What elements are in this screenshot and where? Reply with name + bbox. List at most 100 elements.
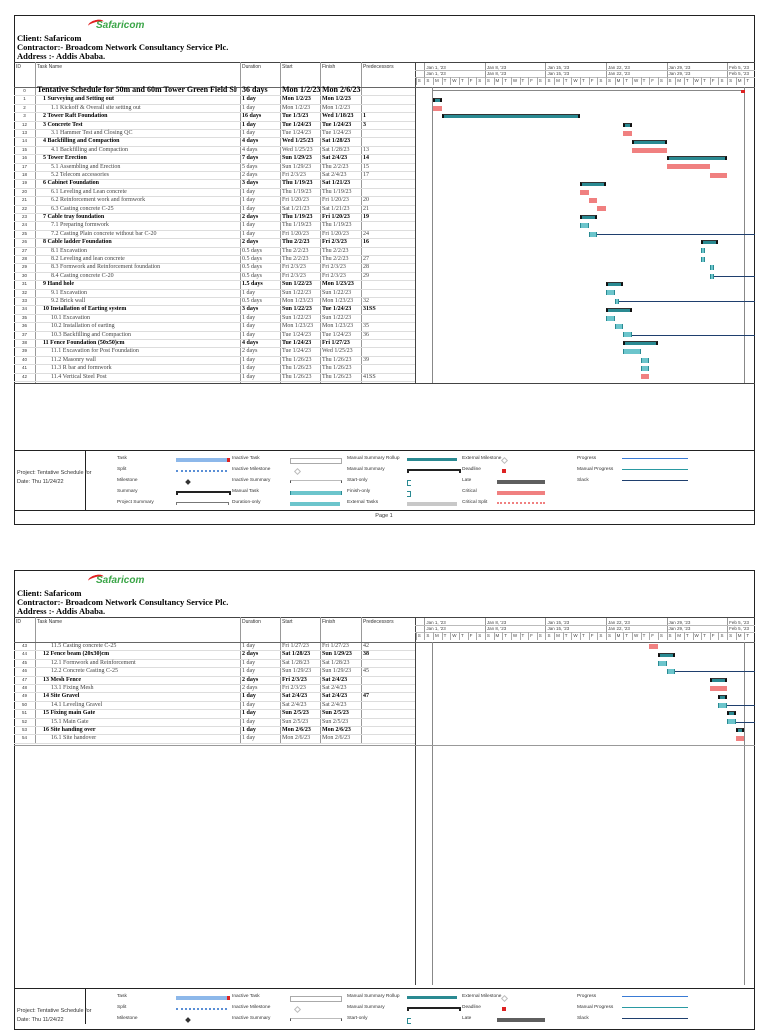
legend-label: Task: [117, 456, 127, 461]
timescale-week-lower: Feb 5, '23: [729, 71, 749, 76]
day-divider: [441, 77, 443, 85]
row-divider: [14, 364, 415, 366]
legend-label: Duration-only: [232, 500, 261, 505]
task-duration: 1 day: [242, 718, 256, 725]
task-finish: Mon 1/23/23: [322, 298, 354, 304]
timescale-day: F: [590, 633, 594, 638]
legend-label: Project Summary: [117, 500, 154, 505]
task-bar: [606, 290, 615, 296]
day-divider: [554, 632, 556, 640]
row-divider: [14, 355, 415, 357]
timescale-day: W: [633, 78, 639, 83]
task-name: 14 Site Gravel: [43, 693, 80, 700]
critical-task-bar: [735, 736, 745, 742]
row-divider: [14, 692, 415, 694]
timescale-day: T: [521, 78, 525, 83]
row-divider: [14, 229, 415, 231]
legend-progress-icon: [622, 996, 688, 997]
timescale-week-lower: Jan 22, '23: [608, 71, 630, 76]
task-bar: [718, 702, 728, 708]
row-divider: [14, 120, 415, 122]
day-divider: [657, 632, 659, 640]
task-bar: [709, 273, 715, 279]
day-divider: [424, 632, 426, 640]
task-name: 3 Concrete Test: [43, 121, 83, 128]
timescale-week: Jan 22, '23: [608, 65, 630, 70]
task-finish: Fri 1/20/23: [322, 197, 349, 204]
week-divider: [484, 618, 486, 634]
timescale-divider: [415, 632, 755, 633]
week-divider: [424, 618, 426, 634]
timescale-day: S: [599, 78, 603, 83]
legend-label: Start-only: [347, 1016, 368, 1021]
legend-label: Task: [117, 994, 127, 999]
row-divider: [14, 288, 415, 290]
timescale-day: S: [668, 78, 672, 83]
timescale-week-lower: Jan 1, '23: [426, 626, 446, 631]
task-id: 33: [21, 298, 27, 303]
summary-bar: [580, 181, 606, 186]
timescale-day: F: [469, 633, 473, 638]
safaricom-logo: Safaricom: [96, 575, 145, 586]
task-finish: Thu 1/26/23: [322, 365, 352, 372]
timescale-day: M: [616, 78, 621, 83]
table-end-line: [14, 744, 415, 746]
task-start: Thu 2/2/23: [282, 256, 309, 262]
task-bar: [606, 315, 615, 321]
row-divider: [14, 179, 415, 181]
task-id: 15: [21, 146, 27, 152]
legend-label: Summary: [117, 489, 138, 494]
task-predecessors: 42: [363, 643, 369, 649]
legend-split-icon: [176, 1008, 227, 1010]
timescale-day: F: [651, 78, 654, 83]
row-divider: [14, 726, 415, 727]
task-predecessors: 38: [363, 651, 369, 658]
critical-task-bar: [709, 172, 728, 178]
column-header-name: Task Name: [37, 619, 63, 625]
task-bar: [580, 223, 589, 229]
task-predecessors: 41SS: [363, 373, 376, 380]
legend-critsplit-icon: [497, 502, 545, 504]
day-divider: [623, 77, 625, 85]
day-divider: [510, 632, 512, 640]
timescale-day: T: [703, 633, 706, 638]
legend-slack-icon: [622, 480, 688, 481]
task-start: Sun 2/5/23: [282, 710, 309, 717]
task-start: Fri 2/3/23: [282, 264, 306, 271]
timescale-week: Jan 8, '23: [486, 620, 507, 625]
task-predecessors: 28: [363, 264, 369, 271]
summary-bar: [727, 711, 736, 716]
day-divider: [502, 632, 504, 640]
task-predecessors: 19: [363, 214, 369, 220]
timescale-week: Feb 5, '23: [729, 65, 749, 70]
task-start: Wed 1/25/23: [282, 138, 314, 145]
task-bar: [701, 248, 706, 254]
task-name: 5 Tower Erection: [43, 155, 87, 162]
task-finish: Sat 2/4/23: [322, 701, 347, 708]
timescale-week: Jan 1, '23: [426, 65, 446, 70]
task-name: 4 Backfilling and Compaction: [43, 138, 120, 145]
timescale-day: S: [417, 633, 421, 638]
task-name: 9.1 Excavation: [51, 289, 87, 296]
task-bar: [623, 332, 632, 338]
task-duration: 4 days: [242, 340, 259, 346]
timescale-day: T: [582, 633, 585, 638]
timescale-day: S: [547, 633, 551, 638]
legend-label: Slack: [577, 1016, 589, 1021]
task-start: Sun 1/29/23: [282, 163, 312, 170]
timescale-day: S: [538, 633, 542, 638]
timescale-day: M: [556, 78, 560, 83]
task-duration: 1 day: [242, 659, 256, 666]
slack-line: [727, 705, 755, 706]
task-duration: 1 day: [242, 373, 256, 380]
task-start: Sun 2/5/23: [282, 718, 309, 725]
task-start: Sun 1/29/23: [282, 668, 312, 675]
summary-bar: [666, 156, 728, 161]
task-duration: 2 days: [242, 651, 259, 658]
task-start: Fri 1/20/23: [282, 230, 309, 237]
task-predecessors: 13: [363, 146, 369, 153]
timescale-day: W: [573, 633, 578, 638]
legend-label: External Milestone: [462, 456, 502, 461]
week-divider: [727, 63, 729, 79]
task-start: Sun 1/22/23: [282, 289, 312, 296]
